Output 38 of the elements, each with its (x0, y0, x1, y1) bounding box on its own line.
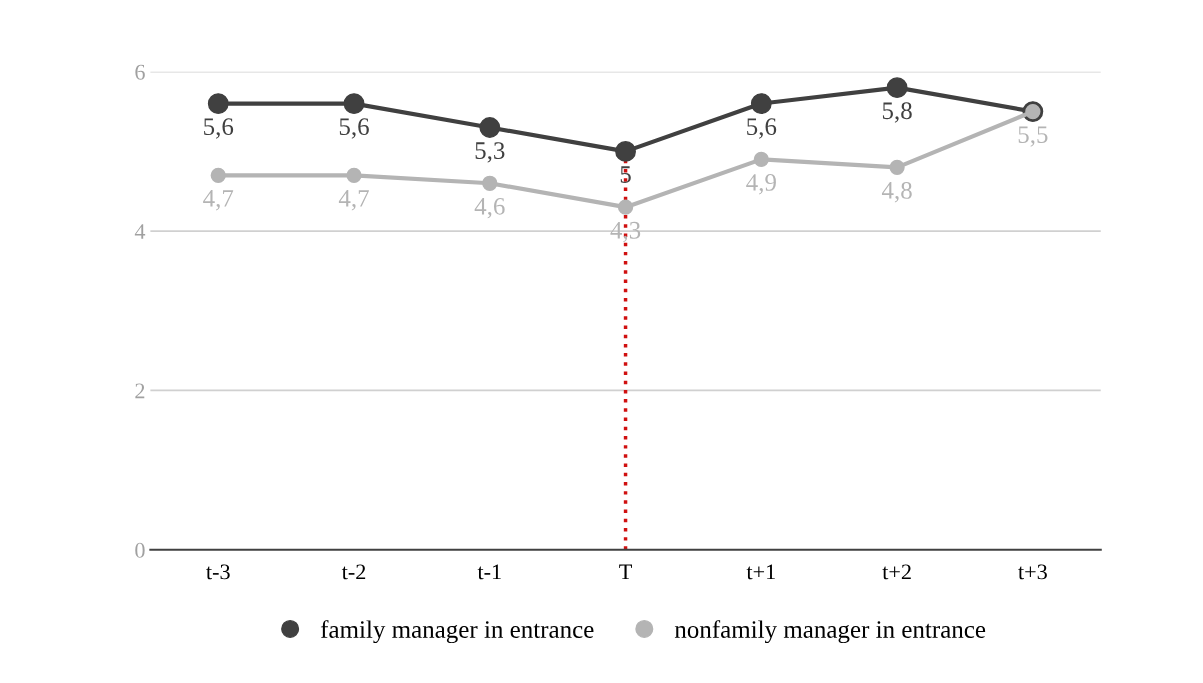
point (889, 159, 905, 175)
data-label: 5,8 (882, 102, 912, 123)
x-tick-label: t+3 (1018, 564, 1047, 580)
data-label: 5,6 (747, 118, 777, 139)
x-tick-label: t-2 (341, 564, 366, 580)
point (750, 93, 772, 115)
data-label: 5,6 (204, 118, 234, 139)
y-tick-label: 6 (135, 64, 145, 80)
data-label: 4,3 (610, 221, 641, 243)
point (886, 77, 908, 99)
point (210, 167, 226, 183)
x-tick-label: T (619, 564, 632, 580)
data-label: 5,3 (475, 142, 505, 163)
point (617, 199, 634, 215)
data-label: 4,6 (474, 197, 505, 219)
data-label: 4,7 (338, 190, 369, 211)
data-label: 5,6 (339, 118, 369, 139)
data-label: 4,8 (881, 181, 912, 203)
point (753, 151, 769, 168)
point (207, 93, 229, 115)
x-tick-label: t+1 (746, 564, 775, 580)
point (615, 140, 636, 162)
legend-label: family manager in entrance (320, 620, 594, 644)
data-label: 4,7 (203, 190, 234, 211)
legend-label: nonfamily manager in entrance (674, 620, 986, 644)
data-label: 4,9 (746, 174, 776, 195)
x-tick-label: t-1 (477, 564, 501, 580)
point (482, 175, 498, 191)
y-tick-label: 4 (134, 224, 146, 239)
y-tick-label: 0 (135, 542, 145, 558)
point (479, 117, 501, 138)
data-label: 5,5 (1018, 126, 1048, 147)
point (346, 167, 362, 183)
data-label: 5 (620, 166, 631, 183)
y-tick-label: 2 (135, 383, 145, 399)
x-tick-label: t-3 (206, 564, 230, 580)
x-tick-label: t+2 (882, 564, 911, 580)
point (343, 93, 365, 115)
